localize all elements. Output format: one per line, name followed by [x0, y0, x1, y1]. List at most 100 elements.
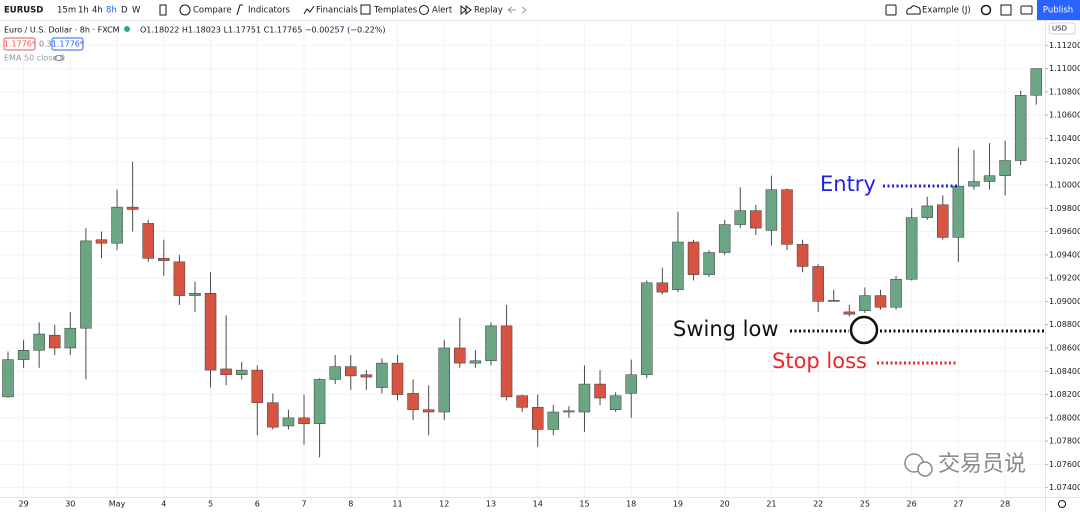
snapshot-icon[interactable]	[1020, 5, 1033, 15]
symbol[interactable]: EURUSD	[4, 6, 43, 16]
compare[interactable]: Compare	[193, 6, 232, 16]
interval-active[interactable]: 8h	[106, 6, 117, 16]
settings-icon[interactable]	[980, 4, 992, 16]
axes: 1.11200 1.11000 1.10800 1.10600 1.10400 1.102…	[18, 41, 1080, 509]
candle-body	[64, 327, 77, 349]
x-tick-label: 26	[907, 500, 917, 509]
candle-body	[2, 359, 14, 398]
candle-body	[641, 282, 653, 376]
y-tick-label: 1.08600	[1049, 343, 1080, 352]
candle-body	[734, 210, 747, 225]
candle-body	[313, 379, 326, 424]
currency[interactable]: USD	[1052, 25, 1067, 33]
candle-body	[516, 395, 528, 408]
candle-body	[329, 366, 341, 380]
x-tick-label: 14	[533, 500, 543, 509]
fullscreen-icon[interactable]	[885, 4, 897, 16]
candle-body	[874, 295, 887, 308]
candle-body	[843, 311, 856, 315]
y-tick-label: 1.10400	[1049, 134, 1080, 143]
x-tick-label: 15	[579, 500, 589, 509]
layout-name[interactable]: Example (J)	[922, 6, 971, 16]
y-tick-label: 1.10200	[1049, 157, 1080, 166]
candle-body	[718, 224, 731, 253]
market-status	[124, 26, 130, 32]
interval[interactable]: 4h	[92, 6, 103, 16]
y-tick-label: 1.10800	[1049, 87, 1080, 96]
candle-body	[235, 369, 248, 376]
candle-body	[750, 210, 762, 229]
candle-body	[407, 393, 419, 410]
candle-body	[625, 374, 637, 394]
x-tick-label: 11	[392, 500, 402, 509]
candles	[2, 68, 1043, 458]
interval[interactable]: 1h	[78, 6, 89, 16]
candle-body	[983, 175, 996, 182]
annotation-entry: Entry	[820, 172, 876, 196]
candle-body	[999, 160, 1011, 176]
candle-body	[531, 407, 544, 430]
swing-low-circle	[849, 315, 879, 345]
cloud-icon[interactable]	[906, 5, 921, 15]
axis-settings-icon[interactable]	[1058, 500, 1066, 508]
candle-body	[672, 241, 684, 291]
financials[interactable]: Financials	[316, 6, 358, 16]
alert[interactable]: Alert	[432, 6, 453, 16]
templates-icon[interactable]	[360, 4, 371, 15]
publish-button[interactable]	[1037, 0, 1080, 20]
currency-box[interactable]	[1048, 22, 1076, 35]
replay[interactable]: Replay	[474, 6, 503, 16]
candle-body	[158, 258, 170, 261]
candle-body	[220, 368, 232, 376]
y-tick-label: 1.07600	[1049, 460, 1080, 469]
x-tick-label: 5	[208, 500, 213, 509]
candle-body	[1014, 95, 1027, 161]
visibility-icon[interactable]	[54, 55, 64, 61]
candle-body	[33, 333, 45, 351]
x-tick-label: 6	[255, 500, 260, 509]
buy-box[interactable]	[51, 37, 84, 51]
candle-body	[469, 360, 482, 364]
y-tick-label: 1.11200	[1049, 41, 1080, 50]
annotation-swing-low: Swing low	[673, 317, 779, 341]
popout-icon[interactable]	[1000, 4, 1012, 16]
replay-icon[interactable]	[460, 4, 472, 16]
y-tick-label: 1.09600	[1049, 227, 1080, 236]
interval[interactable]: 15m	[57, 6, 76, 16]
redo-icon[interactable]	[521, 6, 527, 14]
publish[interactable]: Publish	[1043, 6, 1073, 16]
ohlc-readout: O1.18022 H1.18023 L1.17751 C1.17765 −0.0…	[140, 26, 386, 35]
indicators[interactable]: Indicators	[248, 6, 291, 16]
sell-price[interactable]: 1.1776⁵	[4, 40, 35, 49]
interval[interactable]: D	[121, 6, 128, 16]
candle-body	[781, 189, 793, 245]
candle-body	[952, 185, 965, 238]
candle-body	[251, 369, 264, 403]
compare-icon[interactable]	[179, 4, 191, 16]
x-tick-label: 7	[301, 500, 306, 509]
x-tick-label: 21	[766, 500, 776, 509]
buy-price[interactable]: 1.1776⁸	[52, 40, 83, 49]
interval[interactable]: W	[132, 6, 141, 16]
x-tick-label: 30	[65, 500, 75, 509]
x-tick-label: 4	[161, 500, 166, 509]
watermark-icon	[917, 461, 933, 477]
x-tick-label: 22	[813, 500, 823, 509]
candle-body	[547, 411, 560, 430]
financials-icon[interactable]	[303, 5, 315, 15]
chart-type-icon[interactable]	[159, 4, 167, 16]
candle-body	[609, 395, 622, 410]
sell-box[interactable]	[3, 37, 36, 51]
x-tick-label: 27	[953, 500, 963, 509]
alert-icon[interactable]	[419, 5, 429, 15]
y-tick-label: 1.09400	[1049, 250, 1080, 259]
candle-body	[298, 417, 310, 424]
x-tick-label: 25	[860, 500, 870, 509]
templates[interactable]: Templates	[373, 6, 418, 16]
undo-icon[interactable]	[507, 6, 516, 14]
x-tick-label: 18	[626, 500, 636, 509]
x-tick-label: 20	[720, 500, 730, 509]
y-tick-label: 1.09200	[1049, 274, 1080, 283]
candle-body	[827, 299, 840, 302]
indicators-icon[interactable]	[236, 4, 243, 16]
